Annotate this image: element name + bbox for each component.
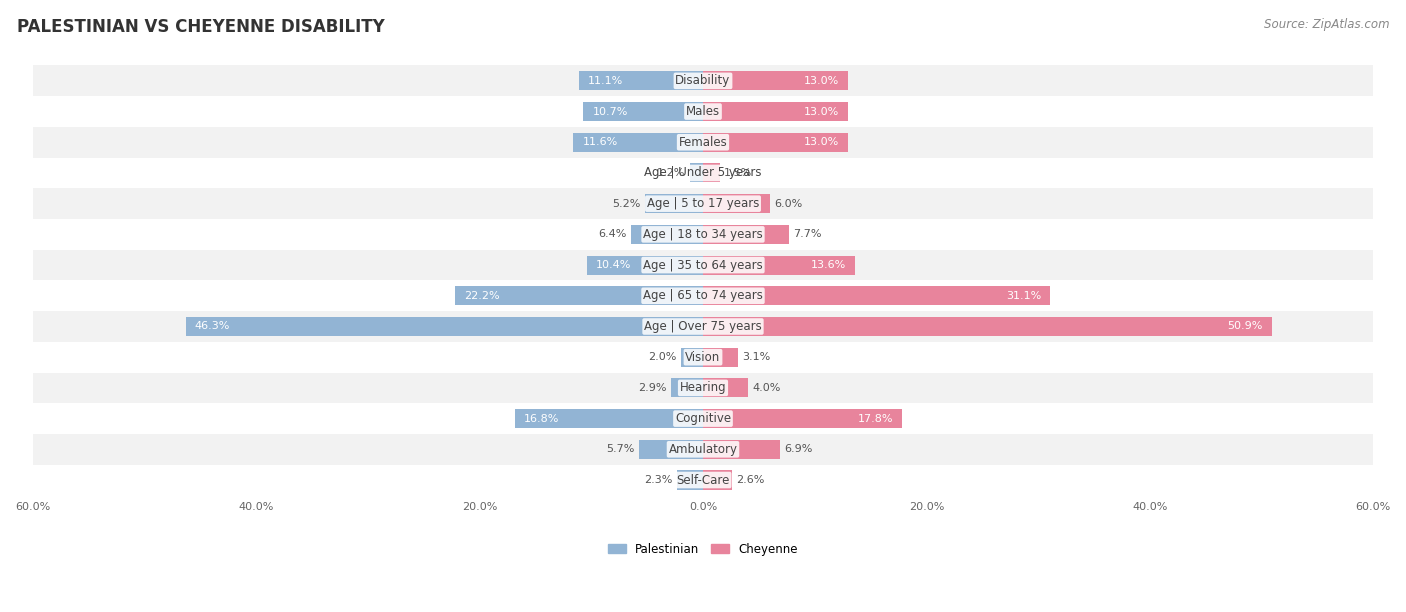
Text: 50.9%: 50.9% bbox=[1227, 321, 1263, 332]
Text: 5.7%: 5.7% bbox=[606, 444, 636, 454]
Bar bbox=[703, 317, 1271, 336]
Text: 6.9%: 6.9% bbox=[785, 444, 813, 454]
Text: 2.3%: 2.3% bbox=[644, 475, 673, 485]
Bar bbox=[678, 471, 703, 490]
Bar bbox=[32, 342, 1374, 373]
Bar bbox=[32, 188, 1374, 219]
Text: 2.9%: 2.9% bbox=[638, 383, 666, 393]
Bar bbox=[631, 225, 703, 244]
Text: 10.4%: 10.4% bbox=[596, 260, 631, 270]
Bar bbox=[703, 409, 901, 428]
Bar bbox=[703, 378, 748, 397]
Bar bbox=[703, 102, 848, 121]
Text: 5.2%: 5.2% bbox=[612, 199, 640, 209]
Text: 22.2%: 22.2% bbox=[464, 291, 499, 300]
Bar bbox=[703, 471, 733, 490]
Text: 10.7%: 10.7% bbox=[592, 106, 627, 116]
Bar bbox=[586, 256, 703, 275]
Legend: Palestinian, Cheyenne: Palestinian, Cheyenne bbox=[603, 538, 803, 560]
Bar bbox=[32, 373, 1374, 403]
Text: Self-Care: Self-Care bbox=[676, 474, 730, 487]
Text: 7.7%: 7.7% bbox=[793, 230, 823, 239]
Bar bbox=[583, 102, 703, 121]
Bar bbox=[32, 403, 1374, 434]
Text: Source: ZipAtlas.com: Source: ZipAtlas.com bbox=[1264, 18, 1389, 31]
Text: 11.6%: 11.6% bbox=[582, 137, 617, 147]
Text: 31.1%: 31.1% bbox=[1007, 291, 1042, 300]
Bar bbox=[32, 311, 1374, 342]
Text: 11.1%: 11.1% bbox=[588, 76, 623, 86]
Bar bbox=[681, 348, 703, 367]
Bar bbox=[32, 65, 1374, 96]
Text: 1.5%: 1.5% bbox=[724, 168, 752, 178]
Bar bbox=[703, 440, 780, 459]
Bar bbox=[703, 256, 855, 275]
Bar bbox=[32, 434, 1374, 465]
Text: Disability: Disability bbox=[675, 74, 731, 88]
Text: PALESTINIAN VS CHEYENNE DISABILITY: PALESTINIAN VS CHEYENNE DISABILITY bbox=[17, 18, 385, 36]
Bar bbox=[703, 348, 738, 367]
Bar bbox=[703, 133, 848, 152]
Bar bbox=[32, 158, 1374, 188]
Bar bbox=[32, 96, 1374, 127]
Text: 13.0%: 13.0% bbox=[804, 106, 839, 116]
Text: 4.0%: 4.0% bbox=[752, 383, 780, 393]
Text: 6.4%: 6.4% bbox=[599, 230, 627, 239]
Bar bbox=[703, 72, 848, 91]
Bar bbox=[32, 465, 1374, 495]
Text: 16.8%: 16.8% bbox=[524, 414, 560, 424]
Bar bbox=[32, 219, 1374, 250]
Text: 6.0%: 6.0% bbox=[775, 199, 803, 209]
Bar bbox=[689, 163, 703, 182]
Text: 2.6%: 2.6% bbox=[737, 475, 765, 485]
Text: 13.0%: 13.0% bbox=[804, 76, 839, 86]
Text: 13.6%: 13.6% bbox=[811, 260, 846, 270]
Text: Hearing: Hearing bbox=[679, 381, 727, 394]
Bar bbox=[32, 280, 1374, 311]
Text: Males: Males bbox=[686, 105, 720, 118]
Bar bbox=[640, 440, 703, 459]
Text: 17.8%: 17.8% bbox=[858, 414, 893, 424]
Bar bbox=[703, 194, 770, 213]
Text: Age | 35 to 64 years: Age | 35 to 64 years bbox=[643, 259, 763, 272]
Bar bbox=[645, 194, 703, 213]
Bar bbox=[703, 163, 720, 182]
Text: Age | 65 to 74 years: Age | 65 to 74 years bbox=[643, 289, 763, 302]
Text: Ambulatory: Ambulatory bbox=[668, 443, 738, 456]
Text: Females: Females bbox=[679, 136, 727, 149]
Text: 13.0%: 13.0% bbox=[804, 137, 839, 147]
Text: 2.0%: 2.0% bbox=[648, 352, 676, 362]
Text: Age | 5 to 17 years: Age | 5 to 17 years bbox=[647, 197, 759, 210]
Bar bbox=[703, 286, 1050, 305]
Text: 1.2%: 1.2% bbox=[657, 168, 685, 178]
Bar bbox=[515, 409, 703, 428]
Bar bbox=[186, 317, 703, 336]
Bar bbox=[574, 133, 703, 152]
Text: Cognitive: Cognitive bbox=[675, 412, 731, 425]
Text: 3.1%: 3.1% bbox=[742, 352, 770, 362]
Text: Age | Over 75 years: Age | Over 75 years bbox=[644, 320, 762, 333]
Text: Age | 18 to 34 years: Age | 18 to 34 years bbox=[643, 228, 763, 241]
Bar bbox=[32, 127, 1374, 158]
Text: Age | Under 5 years: Age | Under 5 years bbox=[644, 166, 762, 179]
Bar bbox=[703, 225, 789, 244]
Bar bbox=[671, 378, 703, 397]
Text: 46.3%: 46.3% bbox=[194, 321, 231, 332]
Bar bbox=[579, 72, 703, 91]
Bar bbox=[456, 286, 703, 305]
Bar bbox=[32, 250, 1374, 280]
Text: Vision: Vision bbox=[685, 351, 721, 364]
